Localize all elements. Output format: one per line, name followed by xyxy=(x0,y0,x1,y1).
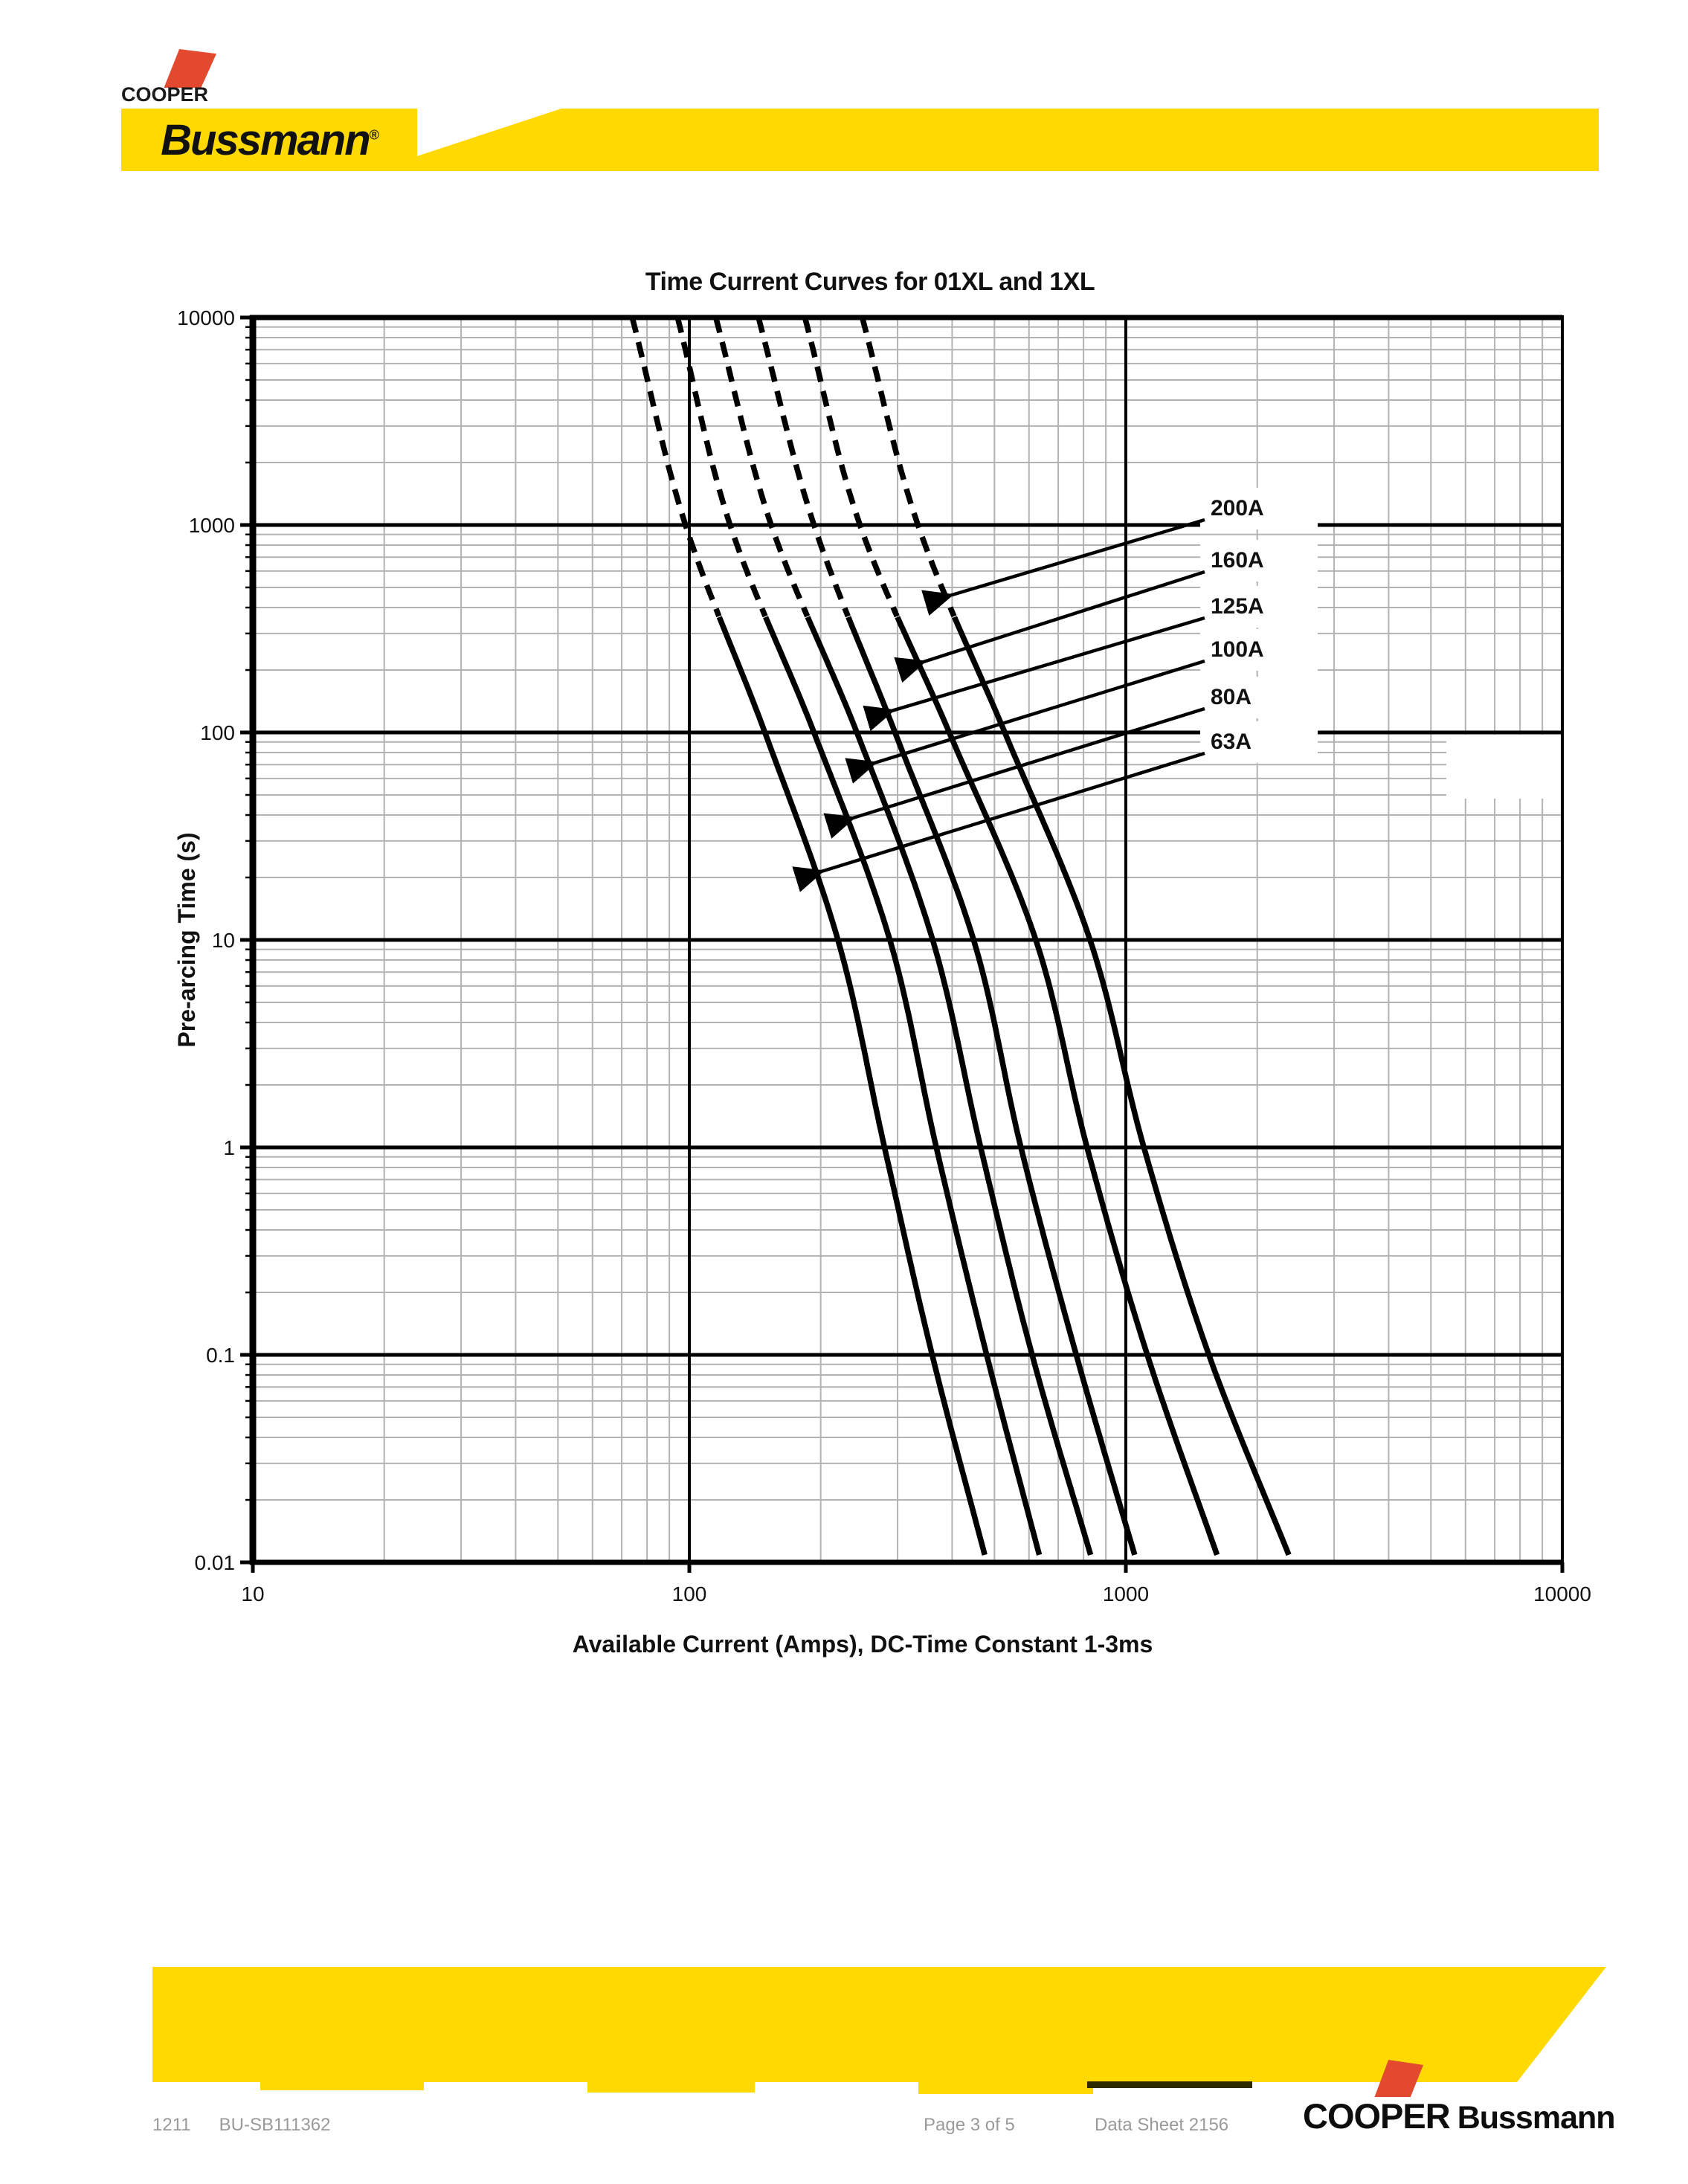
cooper-wordmark: COOPER xyxy=(1303,2096,1451,2136)
y-tick-label: 0.1 xyxy=(206,1344,235,1367)
y-tick-label: 1 xyxy=(223,1136,235,1159)
x-tick-label: 1000 xyxy=(1103,1582,1149,1605)
header-yellow-band xyxy=(372,109,1599,171)
bussmann-wordmark: Bussmann xyxy=(1457,2100,1616,2136)
curve-label-100A: 100A xyxy=(1211,637,1264,662)
curve-200A-dashed xyxy=(859,317,957,618)
label-patch xyxy=(1200,677,1318,718)
bussmann-logo-box: Bussmann® xyxy=(121,109,417,171)
curve-label-125A: 125A xyxy=(1211,594,1264,619)
y-tick-label: 100 xyxy=(200,721,235,744)
y-tick-label: 0.01 xyxy=(195,1551,236,1574)
grid-lines xyxy=(253,318,1562,1562)
footer-band-step xyxy=(918,2081,1093,2094)
curve-125A-solid xyxy=(845,616,1138,1556)
empty-annotation-patch xyxy=(1446,735,1562,799)
footer-document-code: 1211 BU-SB111362 xyxy=(152,2115,358,2136)
footer-yellow-band xyxy=(152,1967,1606,2082)
footer-dark-strip xyxy=(1087,2081,1252,2088)
footer-date-code: 1211 xyxy=(152,2115,191,2135)
registered-mark: ® xyxy=(369,127,379,143)
curve-160A-dashed xyxy=(802,317,900,618)
leader-arrow-160A xyxy=(894,570,1205,683)
label-patch xyxy=(1200,586,1318,628)
x-axis-title: Available Current (Amps), DC-Time Consta… xyxy=(573,1631,1153,1658)
curve-63A-dashed xyxy=(629,317,722,618)
x-tick-label: 100 xyxy=(672,1582,707,1605)
y-tick-label: 1000 xyxy=(189,514,235,537)
fuse-curves xyxy=(629,317,1292,1556)
cooper-wordmark: COOPER xyxy=(121,83,209,106)
footer-datasheet-number: Data Sheet 2156 xyxy=(1095,2115,1229,2135)
label-background-patches xyxy=(1200,488,1562,799)
curve-label-80A: 80A xyxy=(1211,685,1251,709)
curve-200A-solid xyxy=(952,616,1292,1556)
leader-arrow-80A xyxy=(823,706,1205,839)
curve-80A-solid xyxy=(763,616,1043,1556)
cooper-bussmann-logo: COOPER Bussmann xyxy=(1303,2060,1616,2142)
label-patch xyxy=(1200,540,1318,582)
curve-annotations: 200A 160A 125A 100A 80A 63A xyxy=(792,496,1264,892)
footer-band-step xyxy=(260,2081,424,2090)
footer-band-step xyxy=(587,2081,755,2093)
curve-160A-solid xyxy=(895,616,1220,1556)
cooper-flag-icon xyxy=(1374,2060,1423,2097)
x-tick-label: 10000 xyxy=(1533,1582,1591,1605)
leader-arrow-200A xyxy=(921,518,1205,616)
footer-doc-number: BU-SB111362 xyxy=(219,2115,331,2135)
curve-label-63A: 63A xyxy=(1211,729,1251,754)
leader-arrow-63A xyxy=(792,751,1205,892)
label-patch xyxy=(1200,488,1318,529)
chart-title: Time Current Curves for 01XL and 1XL xyxy=(645,268,1095,296)
y-tick-label: 10000 xyxy=(177,306,235,329)
bussmann-wordmark: Bussmann® xyxy=(161,115,379,164)
plot-frame-and-ticks xyxy=(240,315,1565,1573)
y-axis-title: Pre-arcing Time (s) xyxy=(173,832,200,1047)
curve-100A-dashed xyxy=(712,317,811,618)
curve-label-160A: 160A xyxy=(1211,548,1264,573)
x-tick-label: 10 xyxy=(241,1582,264,1605)
curve-63A-solid xyxy=(716,616,988,1556)
curve-label-200A: 200A xyxy=(1211,496,1264,521)
leader-arrow-100A xyxy=(845,659,1205,784)
footer-page-number: Page 3 of 5 xyxy=(924,2115,1015,2135)
curve-125A-dashed xyxy=(756,317,851,618)
curve-80A-dashed xyxy=(674,317,768,618)
y-tick-label: 10 xyxy=(212,929,235,952)
label-patch xyxy=(1200,629,1318,671)
leader-arrow-125A xyxy=(863,616,1205,732)
label-patch xyxy=(1200,721,1318,763)
